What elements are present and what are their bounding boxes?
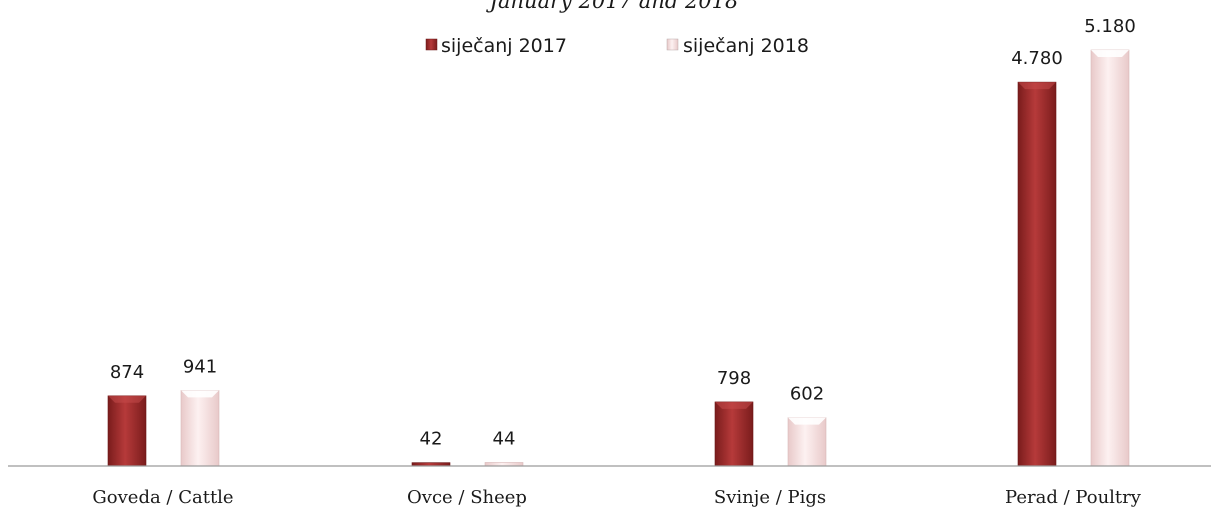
data-label-2018-0: 941 — [183, 356, 217, 377]
data-label-2017-2: 798 — [717, 368, 751, 389]
bar-2018-0 — [180, 390, 220, 467]
bar-body — [107, 395, 147, 467]
chart-subtitle: January 2017 and 2018 — [486, 0, 739, 13]
bar-body — [787, 417, 827, 467]
bar-body — [714, 401, 754, 467]
legend-label-2018: siječanj 2018 — [683, 35, 809, 57]
x-axis-categories: Goveda / Cattle Ovce / Sheep Svinje / Pigs… — [92, 487, 1141, 508]
data-label-2018-3: 5.180 — [1084, 16, 1136, 37]
category-label-2: Svinje / Pigs — [714, 487, 826, 508]
legend: siječanj 2017 siječanj 2018 — [425, 35, 809, 57]
data-label-2018-2: 602 — [790, 384, 824, 405]
bar-2018-2 — [787, 417, 827, 467]
bar-body — [180, 390, 220, 467]
category-label-0: Goveda / Cattle — [92, 487, 233, 508]
bar-bevel — [1091, 50, 1129, 57]
bar-bevel — [108, 395, 146, 403]
data-label-2018-1: 44 — [493, 428, 516, 449]
bar-bevel — [1018, 82, 1056, 90]
legend-swatch-2018 — [666, 38, 679, 51]
bar-bevel — [181, 390, 219, 398]
bar-2017-2 — [714, 401, 754, 467]
bar-body — [1090, 49, 1130, 467]
data-label-2017-0: 874 — [110, 362, 144, 383]
legend-swatch-2017 — [425, 38, 438, 51]
category-label-3: Perad / Poultry — [1005, 487, 1142, 508]
bar-2018-3 — [1090, 49, 1130, 467]
bar-body — [1017, 81, 1057, 467]
category-label-1: Ovce / Sheep — [407, 487, 527, 508]
data-label-2017-3: 4.780 — [1011, 48, 1063, 69]
bar-2017-3 — [1017, 81, 1057, 467]
bar-bevel — [715, 401, 753, 409]
bar-2017-0 — [107, 395, 147, 467]
legend-label-2017: siječanj 2017 — [441, 35, 567, 57]
bars — [107, 49, 1130, 467]
data-labels: 874 941 42 44 798 602 4.780 5.180 — [110, 16, 1136, 450]
bar-bevel — [788, 417, 826, 425]
data-label-2017-1: 42 — [420, 429, 443, 450]
